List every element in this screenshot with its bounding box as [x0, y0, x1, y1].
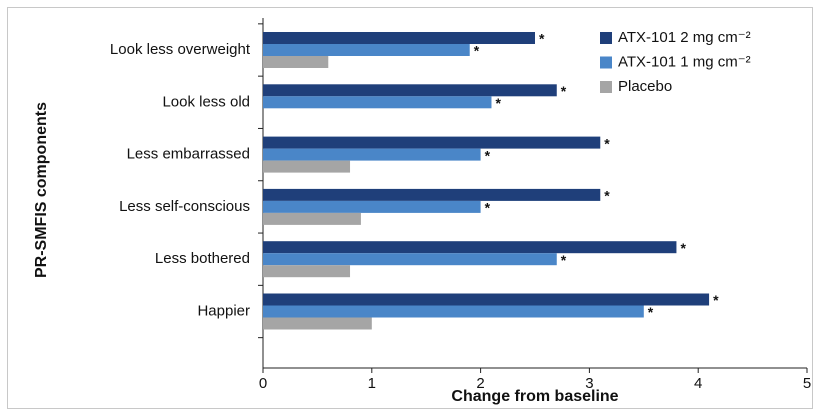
bar — [263, 84, 557, 97]
significance-marker: * — [485, 200, 491, 216]
x-tick-label: 0 — [259, 375, 267, 392]
x-tick-label: 2 — [476, 375, 484, 392]
bar — [263, 96, 492, 109]
bar — [263, 265, 351, 278]
legend-label: ATX-101 2 mg cm⁻² — [618, 29, 751, 46]
legend-swatch — [600, 56, 612, 69]
significance-marker: * — [680, 240, 686, 256]
significance-marker: * — [495, 95, 501, 111]
y-tick-label: Less embarrassed — [127, 146, 250, 163]
significance-marker: * — [485, 147, 491, 163]
bar — [263, 253, 557, 266]
bar — [263, 241, 677, 254]
x-tick-label: 1 — [368, 375, 376, 392]
y-tick-label: Less self-conscious — [119, 198, 250, 215]
significance-marker: * — [604, 188, 610, 204]
y-tick-label: Happier — [197, 302, 250, 319]
bar — [263, 160, 351, 173]
legend-swatch — [600, 81, 612, 93]
significance-marker: * — [713, 292, 719, 308]
x-axis-title: Change from baseline — [451, 388, 618, 405]
bar — [263, 200, 481, 213]
significance-marker: * — [604, 135, 610, 151]
legend-label: ATX-101 1 mg cm⁻² — [618, 53, 751, 70]
significance-marker: * — [561, 83, 567, 99]
significance-marker: * — [474, 43, 480, 59]
bar — [263, 44, 470, 56]
bar — [263, 32, 535, 44]
y-tick-label: Look less overweight — [110, 41, 251, 58]
bar — [263, 136, 601, 149]
significance-marker: * — [648, 304, 654, 320]
x-tick-label: 3 — [585, 375, 593, 392]
x-tick-label: 5 — [803, 375, 811, 392]
bar — [263, 305, 644, 318]
bar — [263, 212, 361, 225]
significance-marker: * — [561, 252, 567, 268]
chart-frame — [7, 7, 813, 409]
y-axis-title: PR-SMFIS components — [33, 102, 50, 278]
legend-label: Placebo — [618, 78, 672, 95]
bar — [263, 56, 329, 68]
bar — [263, 317, 372, 330]
x-tick-label: 4 — [694, 375, 702, 392]
legend-swatch — [600, 32, 612, 44]
y-tick-label: Look less old — [162, 93, 250, 110]
bar — [263, 188, 601, 201]
y-tick-label: Less bothered — [155, 250, 250, 267]
bar — [263, 293, 710, 306]
significance-marker: * — [539, 31, 545, 47]
bar — [263, 148, 481, 161]
